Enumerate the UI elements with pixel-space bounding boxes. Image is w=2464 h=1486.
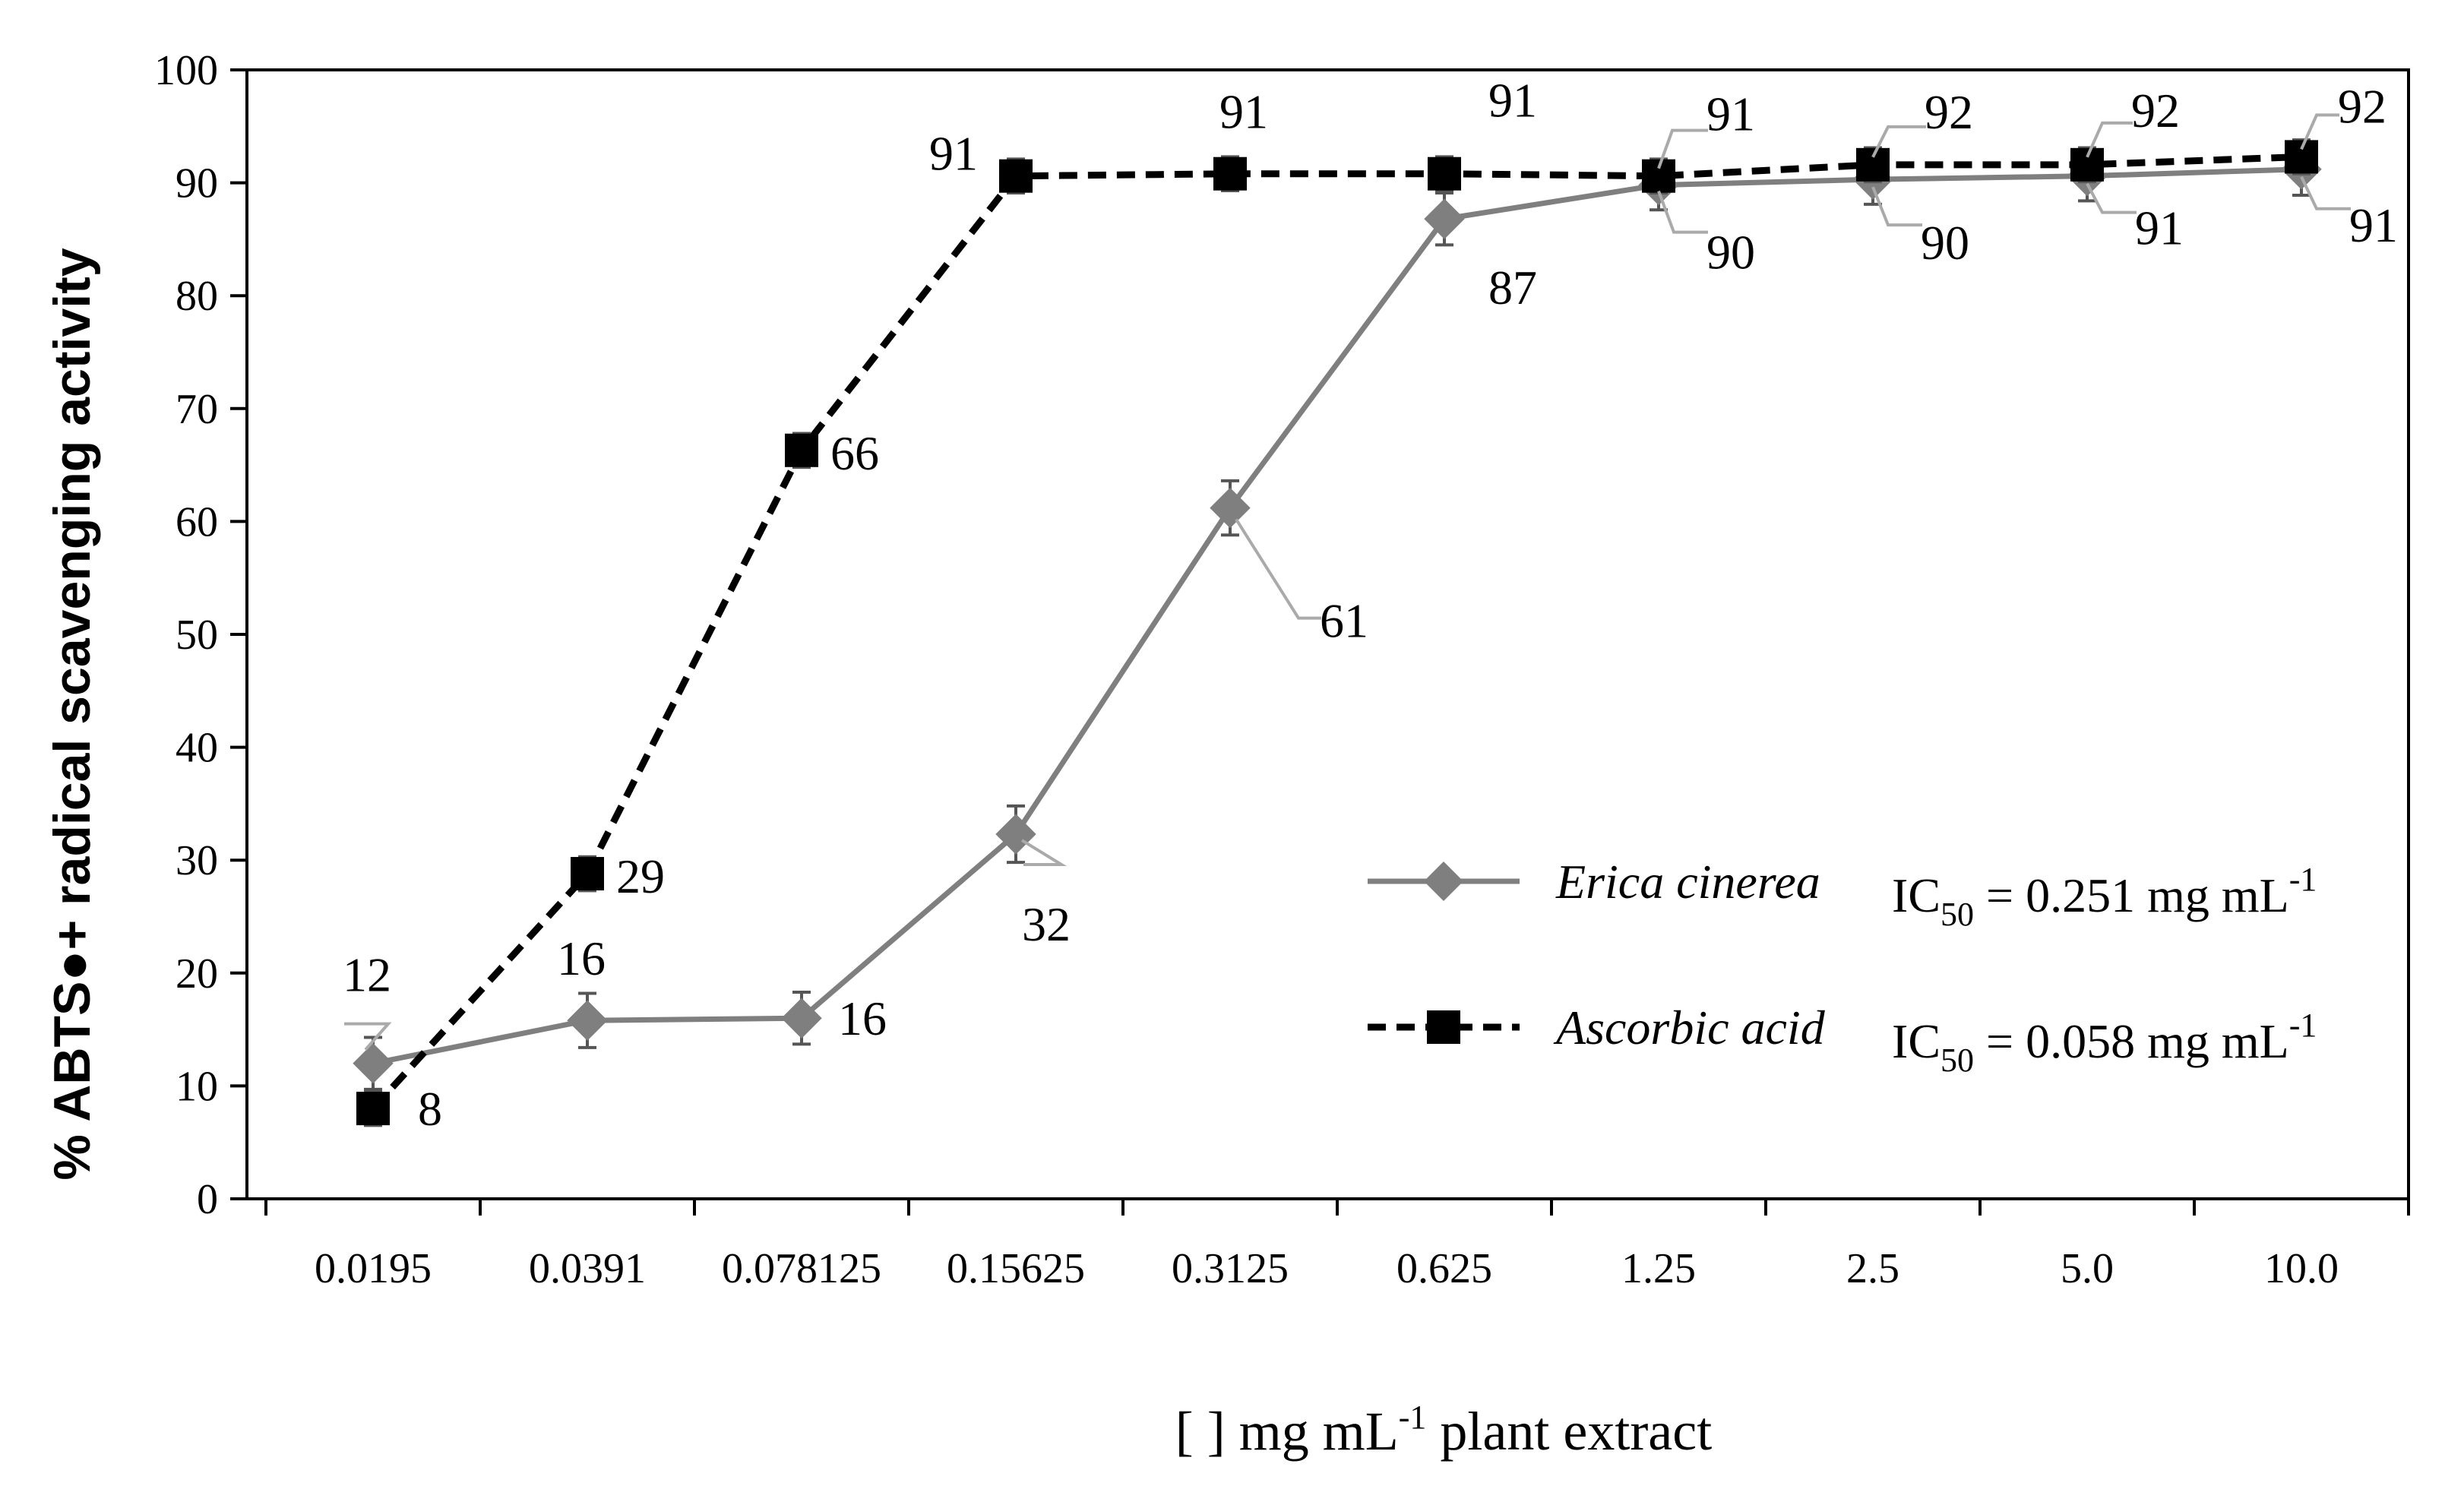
series-ascorbic-acid <box>356 138 2318 1127</box>
y-tick-label: 0 <box>197 1176 218 1223</box>
data-label: 92 <box>1925 85 1973 139</box>
data-label: 90 <box>1921 216 1969 270</box>
data-label: 90 <box>1706 226 1755 280</box>
x-tick-label: 0.625 <box>1396 1245 1492 1292</box>
data-point-diamond <box>567 1000 608 1041</box>
legend-diamond-swatch <box>1424 862 1463 901</box>
x-tick-label: 5.0 <box>2061 1245 2114 1292</box>
y-tick-label: 40 <box>176 725 218 772</box>
leader-line <box>1871 186 1922 227</box>
x-axis: 0.0195 0.0391 0.078125 0.15625 0.3125 0.625 1.… <box>264 1199 2410 1292</box>
data-point-square <box>356 1092 390 1126</box>
y-tick-label: 10 <box>176 1063 218 1110</box>
ic50-annotation: IC50 = 0.251 mg mL-1 <box>1892 861 2317 933</box>
data-point-diamond <box>1424 198 1465 239</box>
series-line <box>370 153 2302 1111</box>
data-label: 16 <box>838 991 887 1045</box>
data-label: 16 <box>557 931 606 985</box>
y-axis-title: % ABTS●+ radical scavenging activity <box>43 248 101 1180</box>
data-label: 92 <box>2338 79 2387 133</box>
ic50-annotation: IC50 = 0.058 mg mL-1 <box>1892 1007 2317 1079</box>
x-axis-title-superscript: -1 <box>1399 1399 1427 1436</box>
y-axis: 0 10 20 30 40 50 60 70 80 90 100 <box>154 47 247 1223</box>
ic50-subscript: 50 <box>1941 896 1974 933</box>
x-tick-label: 2.5 <box>1846 1245 1899 1292</box>
data-label: 91 <box>1706 87 1755 141</box>
y-tick-label: 70 <box>176 386 218 433</box>
data-label: 91 <box>2135 201 2184 255</box>
leader-line <box>1871 125 1926 158</box>
series-line <box>372 166 2302 1067</box>
y-tick-label: 90 <box>176 160 218 207</box>
ic50-superscript: -1 <box>2289 1007 2317 1044</box>
ic50-subscript: 50 <box>1941 1042 1974 1079</box>
legend-entry: Ascorbic acid IC50 = 0.058 mg mL-1 <box>1368 1001 2317 1079</box>
data-point-square <box>1213 157 1247 191</box>
data-point-square <box>2070 147 2104 182</box>
y-tick-label: 60 <box>176 498 218 545</box>
data-label: 8 <box>418 1082 442 1136</box>
data-point-square <box>571 857 604 891</box>
data-label: 12 <box>343 948 391 1002</box>
data-label: 32 <box>1022 897 1071 951</box>
leader-line <box>2300 175 2351 210</box>
ic50-value: = 0.058 mg mL <box>1974 1014 2289 1068</box>
x-tick-label: 0.0195 <box>315 1245 432 1292</box>
data-label: 92 <box>2131 84 2180 138</box>
y-tick-label: 30 <box>176 837 218 884</box>
y-tick-label: 20 <box>176 950 218 998</box>
ic50-prefix: IC <box>1892 1014 1941 1068</box>
y-tick-label: 80 <box>176 273 218 320</box>
legend-entry: Erica cinerea IC50 = 0.251 mg mL-1 <box>1368 855 2317 933</box>
ic50-value: = 0.251 mg mL <box>1974 868 2289 922</box>
data-labels-layer: 12 16 16 32 61 87 90 90 91 91 8 29 66 91 91 91 91 92 92 92 <box>343 74 2398 1136</box>
y-tick-label: 50 <box>176 612 218 659</box>
legend: Erica cinerea IC50 = 0.251 mg mL-1Ascorbi… <box>1368 855 2317 1079</box>
x-tick-label: 1.25 <box>1621 1245 1696 1292</box>
data-point-square <box>1428 157 1461 191</box>
ic50-superscript: -1 <box>2289 861 2317 898</box>
data-label: 91 <box>1488 74 1537 128</box>
x-axis-title-main: [ ] mg mL <box>1175 1401 1399 1462</box>
leader-line <box>2086 182 2137 214</box>
data-point-diamond <box>781 998 822 1039</box>
leader-line <box>1020 839 1068 867</box>
data-label: 66 <box>830 426 879 480</box>
data-point-diamond <box>353 1042 394 1084</box>
x-axis-title-tail: plant extract <box>1426 1401 1712 1462</box>
y-tick-label: 100 <box>154 47 218 94</box>
data-point-square <box>2285 140 2318 174</box>
data-label: 91 <box>929 127 978 181</box>
x-tick-label: 0.0391 <box>529 1245 646 1292</box>
x-tick-label: 0.3125 <box>1172 1245 1289 1292</box>
ic50-prefix: IC <box>1892 868 1941 922</box>
leader-line <box>2300 113 2339 150</box>
data-label: 91 <box>2349 198 2398 252</box>
x-tick-label: 10.0 <box>2264 1245 2339 1292</box>
data-label: 29 <box>616 849 665 903</box>
legend-label: Erica cinerea <box>1555 855 1820 909</box>
legend-square-swatch <box>1427 1010 1460 1044</box>
leader-line <box>344 1022 392 1051</box>
x-tick-label: 0.078125 <box>722 1245 881 1292</box>
leader-line <box>1657 128 1708 169</box>
leader-line <box>1235 518 1321 620</box>
data-point-square <box>785 433 818 467</box>
data-point-square <box>1856 147 1890 182</box>
series-layer <box>353 138 2322 1127</box>
data-label: 91 <box>1219 85 1268 139</box>
data-label: 61 <box>1320 594 1368 648</box>
data-point-square <box>999 159 1033 193</box>
data-point-diamond <box>1210 487 1251 529</box>
x-axis-title: [ ] mg mL-1 plant extract <box>1175 1399 1712 1462</box>
legend-label: Ascorbic acid <box>1553 1001 1826 1054</box>
leader-line <box>1657 190 1708 234</box>
data-label: 87 <box>1488 261 1537 315</box>
leader-line <box>2086 121 2133 158</box>
x-tick-label: 0.15625 <box>947 1245 1085 1292</box>
